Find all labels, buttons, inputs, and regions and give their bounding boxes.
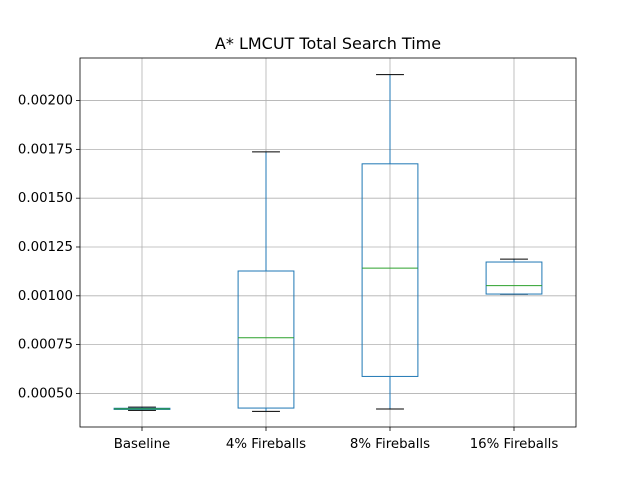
axes: 0.00050 0.00075 0.00100 0.00125 0.00150 0.001… — [18, 94, 558, 452]
box-group-0 — [113, 406, 171, 411]
box-group-1 — [237, 151, 295, 412]
grid — [80, 58, 576, 427]
iqr-box — [237, 270, 295, 409]
y-tick-label: 0.00075 — [18, 338, 73, 353]
chart-title: A* LMCUT Total Search Time — [215, 34, 441, 53]
box-group-3 — [485, 258, 543, 295]
y-tick-label: 0.00150 — [18, 191, 73, 206]
x-tick-label: 16% Fireballs — [470, 437, 559, 452]
axes-frame — [79, 57, 577, 428]
y-tick-label: 0.00125 — [18, 240, 73, 255]
x-tick-label: Baseline — [114, 437, 171, 452]
plot-area — [113, 74, 543, 412]
iqr-box — [361, 163, 419, 377]
y-tick-label: 0.00200 — [18, 94, 73, 109]
y-tick-label: 0.00100 — [18, 289, 73, 304]
y-tick-label: 0.00175 — [18, 142, 73, 157]
x-tick-label: 4% Fireballs — [226, 437, 306, 452]
y-tick-label: 0.00050 — [18, 386, 73, 401]
iqr-box — [485, 261, 543, 295]
box-group-2 — [361, 74, 419, 410]
x-tick-label: 8% Fireballs — [350, 437, 430, 452]
